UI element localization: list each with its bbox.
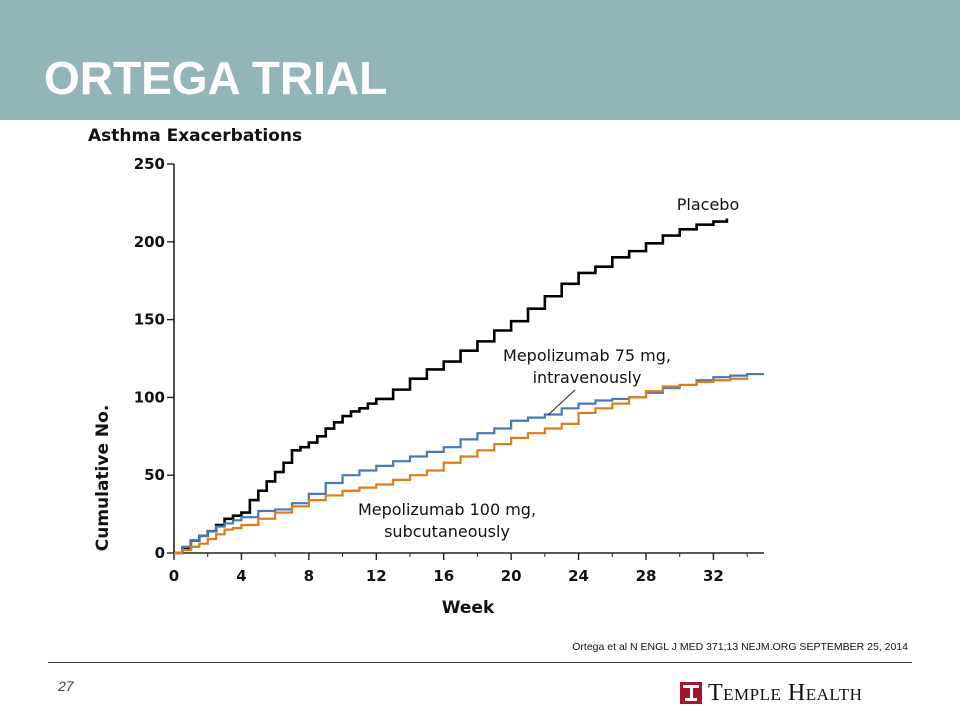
x-tick-label: 32 [703, 567, 724, 585]
footer-divider [48, 662, 912, 663]
series-label-mepolizumab-100-mg-subcutaneously: subcutaneously [384, 522, 510, 541]
x-tick-label: 28 [636, 567, 657, 585]
brand: Temple Health [680, 680, 862, 706]
series-label-mepolizumab-100-mg-subcutaneously: Mepolizumab 100 mg, [358, 500, 536, 519]
x-tick-label: 4 [236, 567, 246, 585]
y-tick-label: 150 [134, 311, 165, 329]
series-line-mepolizumab-100-mg-subcutaneously [174, 377, 749, 555]
x-tick-label: 8 [304, 567, 314, 585]
series-label-mepolizumab-75-mg-intravenously: intravenously [533, 368, 642, 387]
y-axis-label: Cumulative No. [93, 405, 113, 552]
series-line-mepolizumab-75-mg-intravenously [174, 372, 764, 555]
x-axis-label: Week [442, 598, 495, 618]
temple-t-logo-icon [680, 682, 702, 704]
y-tick-label: 0 [155, 544, 165, 562]
axes: 0 4 8 12 16 20 24 28 32 0 50 100 150 200 250 [134, 155, 764, 585]
series-labels: Placebo Mepolizumab 75 mg, intravenously Me… [358, 195, 739, 541]
label-leader-line [547, 389, 576, 416]
header-band [0, 0, 960, 120]
y-tick-label: 200 [134, 233, 165, 251]
series-line-placebo [174, 218, 729, 555]
slide-number: 27 [58, 678, 74, 694]
chart-title: Asthma Exacerbations [88, 126, 302, 146]
series-label-placebo: Placebo [677, 195, 739, 214]
brand-name: Temple Health [708, 679, 863, 706]
x-tick-label: 0 [169, 567, 179, 585]
series-layer [174, 218, 764, 555]
slide-title: ORTEGA TRIAL [44, 52, 388, 104]
exacerbations-chart: Asthma Exacerbations Cumulative No. Week… [88, 126, 764, 618]
x-tick-label: 24 [568, 567, 589, 585]
y-tick-label: 50 [144, 466, 165, 484]
x-tick-label: 12 [366, 567, 387, 585]
y-tick-label: 100 [134, 388, 165, 406]
citation: Ortega et al N ENGL J MED 371;13 NEJM.OR… [572, 641, 908, 653]
series-label-mepolizumab-75-mg-intravenously: Mepolizumab 75 mg, [503, 346, 671, 365]
y-tick-label: 250 [134, 155, 165, 173]
x-tick-label: 16 [433, 567, 454, 585]
x-tick-label: 20 [501, 567, 522, 585]
